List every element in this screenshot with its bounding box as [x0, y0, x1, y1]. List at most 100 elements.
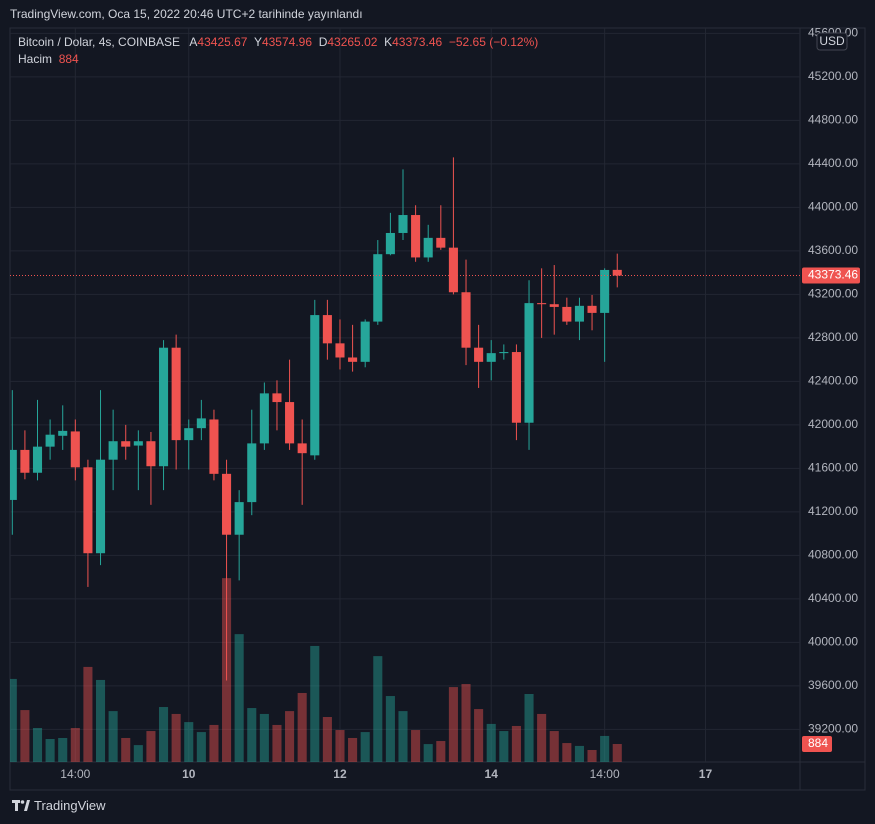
volume-bar [133, 745, 143, 762]
ohlc-prefix: Y [253, 35, 262, 49]
published-note: TradingView.com, Oca 15, 2022 20:46 UTC+… [10, 7, 363, 21]
volume-bar [297, 692, 307, 762]
volume-bar [612, 744, 622, 762]
candle-body [335, 343, 345, 358]
candles [10, 157, 800, 681]
y-tick-label: 45200.00 [808, 69, 858, 83]
volume-bar [209, 724, 219, 762]
ohlc-close: 43373.46 [392, 35, 443, 49]
candle-body [108, 441, 118, 460]
ohlc-low: 43265.02 [327, 35, 378, 49]
volume-bar [486, 723, 496, 762]
volume-bar [121, 737, 131, 762]
candle-body [297, 443, 307, 454]
candle-body [524, 303, 534, 423]
candle-body [360, 321, 370, 362]
y-tick-label: 44000.00 [808, 200, 858, 214]
x-tick-label: 14:00 [590, 767, 620, 781]
candle-body [171, 347, 181, 441]
volume-bar [83, 666, 93, 762]
volume-bar [373, 656, 383, 762]
candle-body [398, 215, 408, 233]
volume-bar [511, 725, 521, 762]
candle-body [600, 269, 610, 313]
y-tick-label: 41600.00 [808, 461, 858, 475]
volume-bar [58, 737, 68, 762]
volume-bar [20, 710, 30, 762]
candle-body [486, 353, 496, 362]
candle-body [272, 393, 282, 403]
volume-bar [474, 709, 484, 762]
volume-bar [272, 724, 282, 762]
volume-bar [95, 679, 106, 762]
candle-body [70, 431, 80, 468]
volume-bar [171, 713, 181, 762]
volume-bar [587, 749, 597, 762]
x-tick-label: 14 [485, 767, 499, 781]
volume-bar [461, 684, 471, 762]
candle-body [436, 237, 446, 248]
axis-boxes: 43373.46 884 USD [802, 32, 860, 753]
volume-bar [259, 713, 269, 762]
volume-value: 884 [58, 52, 79, 66]
volume-bar [234, 634, 244, 762]
volume-bar [70, 727, 80, 762]
y-tick-label: 40800.00 [808, 548, 858, 562]
y-tick-label: 44800.00 [808, 113, 858, 127]
volume-bar [348, 737, 358, 762]
candle-body [511, 352, 521, 423]
volume-bar [310, 645, 320, 762]
x-tick-label: 12 [333, 767, 347, 781]
volume-bar [562, 743, 572, 762]
y-tick-label: 42800.00 [808, 330, 858, 344]
candle-body [310, 315, 320, 456]
candle-body [10, 449, 17, 500]
candle-body [83, 467, 93, 554]
logo-icon [12, 799, 30, 811]
candle-body [587, 305, 597, 313]
candle-body [259, 393, 269, 444]
volume-bar [385, 696, 395, 762]
volume-bar [423, 744, 433, 762]
candle-body [20, 449, 30, 473]
volume-bar [184, 722, 194, 762]
ohlc-prefix: D [318, 35, 328, 49]
volume-bar [247, 708, 257, 762]
candle-body [184, 428, 194, 441]
candle-body [32, 446, 43, 473]
candle-body [133, 441, 143, 446]
y-tick-label: 42000.00 [808, 417, 858, 431]
volume-bar [360, 732, 370, 762]
candle-body [461, 292, 471, 348]
candle-body [448, 247, 458, 293]
candle-body [612, 269, 622, 276]
volume-bar [537, 713, 547, 762]
footer: TradingView [12, 798, 106, 813]
volume-row: Hacim 884 [18, 51, 538, 68]
change: −52.65 (−0.12%) [448, 35, 539, 49]
volume-bar [411, 730, 421, 762]
candle-body [549, 304, 559, 307]
x-tick-label: 14:00 [60, 767, 90, 781]
candle-body [209, 419, 219, 474]
axes: 39200.00 39600.00 40000.00 40400.00 40800.00… [60, 26, 858, 782]
volume-bar [335, 730, 345, 762]
volume-bar [524, 693, 534, 762]
volume-bar [398, 711, 408, 762]
ohlc-prefix: A [189, 35, 198, 49]
volume-label: Hacim [18, 52, 53, 66]
candle-body [499, 352, 509, 354]
y-tick-label: 43600.00 [808, 243, 858, 257]
last-volume-label: 884 [808, 736, 828, 750]
ohlc-prefix: K [384, 35, 393, 49]
candle-body [234, 502, 244, 535]
y-tick-label: 39600.00 [808, 678, 858, 692]
candle-body [411, 215, 421, 258]
y-tick-label: 41200.00 [808, 504, 858, 518]
y-tick-label: 40400.00 [808, 591, 858, 605]
x-tick-label: 17 [699, 767, 713, 781]
candle-body [222, 473, 232, 535]
volume-bar [322, 717, 332, 762]
volume-bar [285, 711, 295, 762]
